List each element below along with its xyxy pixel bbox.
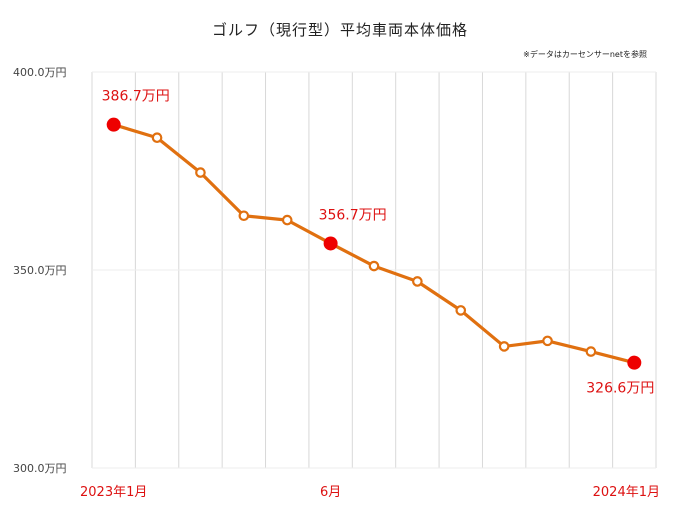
data-point [412,276,423,287]
source-note: ※データはカーセンサーnetを参照 [523,50,647,59]
highlight-point [627,355,642,370]
series-line [112,123,636,365]
y-tick-label: 400.0万円 [13,66,67,79]
x-tick-label: 2024年1月 [593,485,660,500]
data-point [281,214,293,226]
data-label: 356.7万円 [319,207,387,223]
data-point [151,132,163,144]
x-tick-label: 6月 [320,485,341,500]
data-label: 326.6万円 [586,381,654,397]
x-tick-label: 2023年1月 [80,485,147,500]
data-label: 386.7万円 [102,89,170,105]
data-point [195,167,206,178]
data-point [455,305,467,316]
y-tick-label: 300.0万円 [13,462,67,475]
data-point [498,341,510,352]
data-point [238,210,250,222]
data-point [368,260,380,272]
data-point [542,335,553,347]
y-tick-label: 350.0万円 [13,264,67,277]
highlight-point [106,117,121,132]
highlight-point [323,236,338,251]
data-point [585,346,597,357]
chart-title: ゴルフ（現行型）平均車両本体価格 [211,21,468,39]
